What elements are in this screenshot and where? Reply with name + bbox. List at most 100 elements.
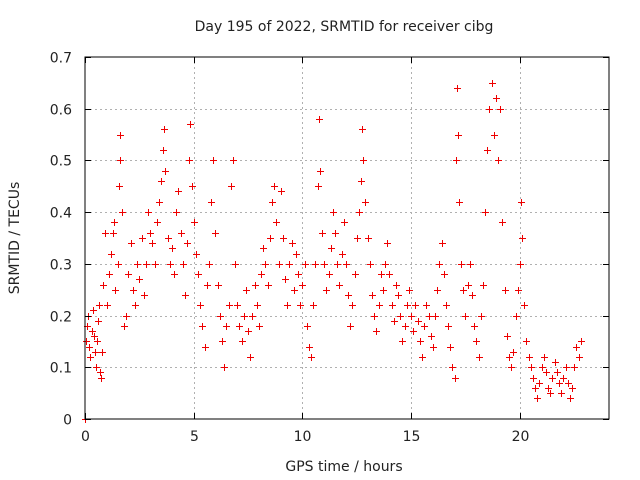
data-point (186, 157, 193, 164)
data-point (208, 199, 215, 206)
data-point (252, 282, 259, 289)
data-point (267, 235, 274, 242)
data-point (399, 338, 406, 345)
data-point (467, 261, 474, 268)
data-point (96, 302, 103, 309)
data-point (108, 251, 115, 258)
data-point (443, 302, 450, 309)
data-point (284, 302, 291, 309)
data-point (384, 240, 391, 247)
data-point (156, 199, 163, 206)
x-tick-label: 10 (294, 429, 312, 445)
data-point (256, 323, 263, 330)
y-tick-labels: 0 0.1 0.2 0.3 0.4 0.5 0.6 0.7 (50, 51, 72, 429)
data-point (123, 313, 130, 320)
data-point (219, 338, 226, 345)
data-point (199, 323, 206, 330)
data-point (167, 261, 174, 268)
y-tick-label: 0.3 (50, 258, 72, 274)
data-point (249, 313, 256, 320)
data-point (389, 302, 396, 309)
data-point (149, 240, 156, 247)
data-point (302, 261, 309, 268)
data-point (117, 132, 124, 139)
data-point (502, 287, 509, 294)
data-point (359, 126, 366, 133)
data-point (556, 380, 563, 387)
data-point (273, 219, 280, 226)
data-point (247, 354, 254, 361)
data-point (326, 271, 333, 278)
data-point (136, 276, 143, 283)
x-tick-label: 5 (190, 429, 199, 445)
data-point (369, 292, 376, 299)
data-point (454, 85, 461, 92)
data-point (143, 261, 150, 268)
data-point (187, 121, 194, 128)
data-point (182, 292, 189, 299)
data-point (291, 287, 298, 294)
data-point (534, 395, 541, 402)
data-point (89, 328, 96, 335)
data-point (145, 209, 152, 216)
data-point (158, 178, 165, 185)
data-point (517, 261, 524, 268)
data-point (293, 251, 300, 258)
data-point (116, 183, 123, 190)
data-point (497, 106, 504, 113)
data-point (482, 209, 489, 216)
data-point (165, 235, 172, 242)
data-point (367, 261, 374, 268)
data-point (406, 287, 413, 294)
data-point (316, 116, 323, 123)
data-point (352, 271, 359, 278)
data-point (521, 302, 528, 309)
data-point (465, 282, 472, 289)
data-point (489, 80, 496, 87)
data-point (132, 302, 139, 309)
grid-lines (85, 57, 609, 419)
data-point (434, 287, 441, 294)
data-point (160, 147, 167, 154)
data-point (236, 323, 243, 330)
data-point (315, 183, 322, 190)
data-point (541, 354, 548, 361)
data-point (519, 235, 526, 242)
data-point (94, 338, 101, 345)
y-tick-label: 0.5 (50, 154, 72, 170)
data-point (154, 219, 161, 226)
data-point (234, 302, 241, 309)
data-point (408, 313, 415, 320)
data-point (104, 302, 111, 309)
data-point (306, 344, 313, 351)
data-point (334, 261, 341, 268)
data-point (332, 230, 339, 237)
data-point (373, 328, 380, 335)
data-point (195, 271, 202, 278)
data-point (478, 313, 485, 320)
data-point (473, 338, 480, 345)
data-point (169, 245, 176, 252)
data-point (321, 261, 328, 268)
data-point (98, 375, 105, 382)
data-point (171, 271, 178, 278)
data-point (469, 292, 476, 299)
data-point (508, 364, 515, 371)
data-point (530, 375, 537, 382)
data-point (571, 364, 578, 371)
data-point (471, 323, 478, 330)
data-point (93, 364, 100, 371)
data-point (545, 385, 552, 392)
data-point (223, 323, 230, 330)
data-point (269, 199, 276, 206)
data-point (445, 323, 452, 330)
data-point (232, 261, 239, 268)
data-point (121, 323, 128, 330)
data-point (439, 240, 446, 247)
data-point (97, 369, 104, 376)
data-point (493, 95, 500, 102)
data-point (513, 313, 520, 320)
data-point (280, 235, 287, 242)
chart-title: Day 195 of 2022, SRMTID for receiver cib… (195, 19, 494, 35)
